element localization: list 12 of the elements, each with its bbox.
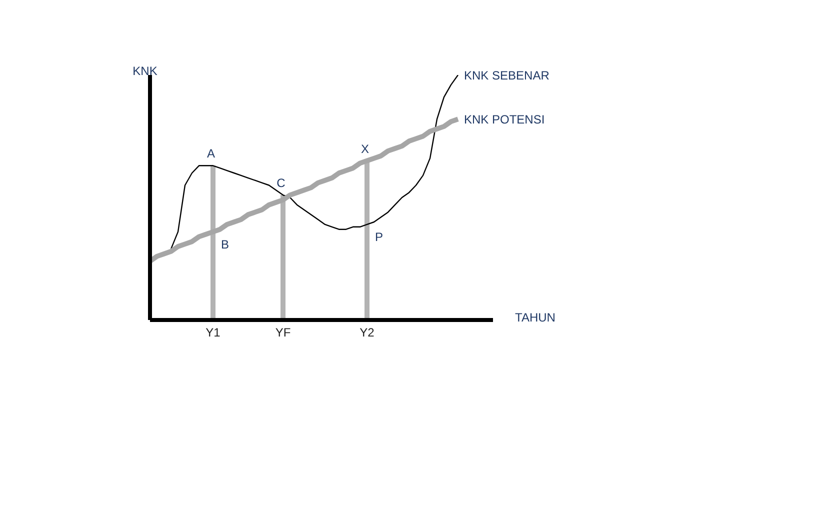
series-label: KNK SEBENAR [464, 68, 550, 82]
x-tick-label: YF [275, 326, 291, 340]
x-tick-label: Y1 [206, 326, 221, 340]
annotation: C [276, 176, 286, 190]
annotation: P [374, 230, 384, 244]
x-tick-label: Y2 [360, 326, 375, 340]
annotation: B [220, 237, 230, 252]
x-axis-title: TAHUN [515, 310, 556, 324]
annotation: A [206, 146, 216, 161]
annotation: X [360, 142, 370, 156]
y-axis-title: KNK [132, 64, 158, 78]
series-label: KNK POTENSI [464, 112, 545, 126]
